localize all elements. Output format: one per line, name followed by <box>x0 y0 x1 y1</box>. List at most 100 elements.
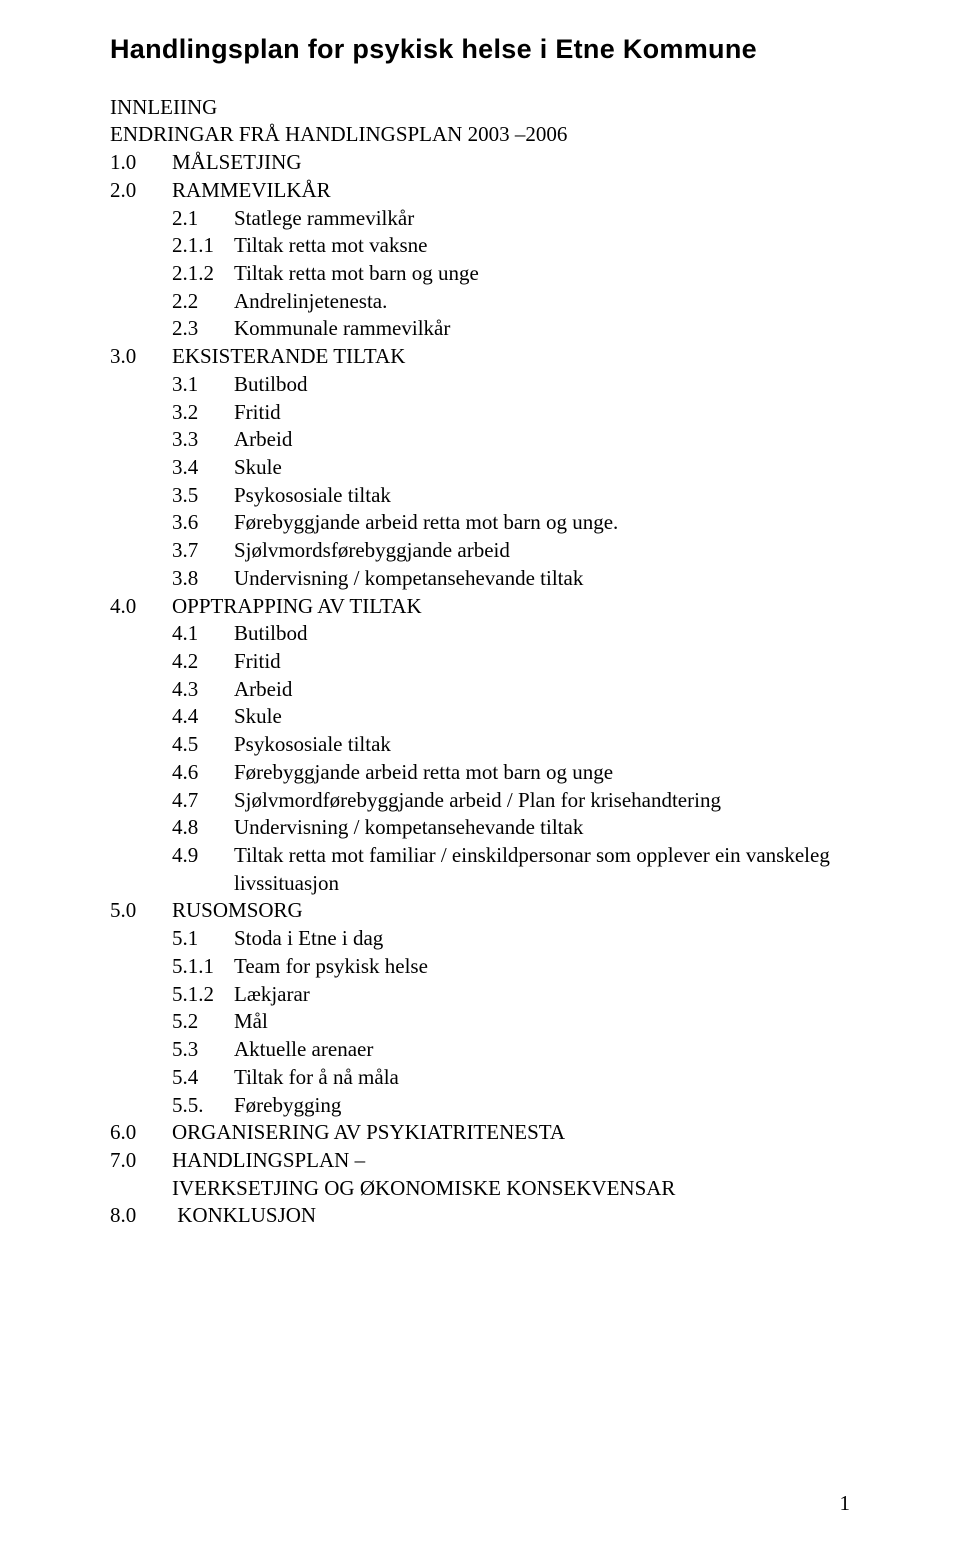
toc-line: 5.0RUSOMSORG <box>110 897 850 925</box>
toc-text: Butilbod <box>234 372 308 396</box>
toc-text: Andrelinjetenesta. <box>234 289 387 313</box>
toc-line: 4.8Undervisning / kompetansehevande tilt… <box>110 814 850 842</box>
toc-text: RAMMEVILKÅR <box>172 178 331 202</box>
toc-number: 2.2 <box>172 288 234 316</box>
toc-line: 4.6Førebyggjande arbeid retta mot barn o… <box>110 759 850 787</box>
toc-number: 4.5 <box>172 731 234 759</box>
toc-text: Sjølvmordsførebyggjande arbeid <box>234 538 510 562</box>
toc-text: Sjølvmordførebyggjande arbeid / Plan for… <box>234 788 721 812</box>
toc-number: 3.5 <box>172 482 234 510</box>
toc-text: Statlege rammevilkår <box>234 206 414 230</box>
toc-text: Psykososiale tiltak <box>234 732 391 756</box>
toc-text: Butilbod <box>234 621 308 645</box>
toc-line: 3.8Undervisning / kompetansehevande tilt… <box>110 565 850 593</box>
toc-number: 4.9 <box>172 842 234 870</box>
toc-number: 2.1.1 <box>172 232 234 260</box>
toc-number: 3.2 <box>172 399 234 427</box>
toc-line: 4.5Psykososiale tiltak <box>110 731 850 759</box>
toc-line: IVERKSETJING OG ØKONOMISKE KONSEKVENSAR <box>110 1175 850 1203</box>
toc-text: KONKLUSJON <box>172 1203 316 1227</box>
toc-number: 3.4 <box>172 454 234 482</box>
toc-line: 5.1.1Team for psykisk helse <box>110 953 850 981</box>
toc-text: Arbeid <box>234 677 292 701</box>
toc-text: Lækjarar <box>234 982 310 1006</box>
toc-number: 3.8 <box>172 565 234 593</box>
toc-line: 4.4Skule <box>110 703 850 731</box>
toc-number: 2.3 <box>172 315 234 343</box>
toc-text: Skule <box>234 455 282 479</box>
toc-text: Team for psykisk helse <box>234 954 428 978</box>
toc-line: 5.4Tiltak for å nå måla <box>110 1064 850 1092</box>
toc-line: 3.4Skule <box>110 454 850 482</box>
toc-line: 5.2Mål <box>110 1008 850 1036</box>
toc-line: 4.0OPPTRAPPING AV TILTAK <box>110 593 850 621</box>
toc-number: 5.5. <box>172 1092 234 1120</box>
toc-line: 4.1Butilbod <box>110 620 850 648</box>
toc-text: Undervisning / kompetansehevande tiltak <box>234 815 583 839</box>
toc-text: ENDRINGAR FRÅ HANDLINGSPLAN 2003 –2006 <box>110 122 567 146</box>
toc-text: Arbeid <box>234 427 292 451</box>
toc-line: 3.1Butilbod <box>110 371 850 399</box>
toc-text: Mål <box>234 1009 268 1033</box>
toc-text: Undervisning / kompetansehevande tiltak <box>234 566 583 590</box>
toc-line: 6.0ORGANISERING AV PSYKIATRITENESTA <box>110 1119 850 1147</box>
toc-number: 2.0 <box>110 177 172 205</box>
toc-number: 4.0 <box>110 593 172 621</box>
toc-text: Tiltak for å nå måla <box>234 1065 399 1089</box>
toc-line: 3.7Sjølvmordsførebyggjande arbeid <box>110 537 850 565</box>
toc-line: 5.1Stoda i Etne i dag <box>110 925 850 953</box>
toc-number: 3.7 <box>172 537 234 565</box>
toc-number: 5.0 <box>110 897 172 925</box>
toc-line: 4.7Sjølvmordførebyggjande arbeid / Plan … <box>110 787 850 815</box>
toc-number: 3.0 <box>110 343 172 371</box>
toc-line: 3.6Førebyggjande arbeid retta mot barn o… <box>110 509 850 537</box>
toc-text: OPPTRAPPING AV TILTAK <box>172 594 422 618</box>
toc-line: 4.2Fritid <box>110 648 850 676</box>
toc-line: 3.5Psykososiale tiltak <box>110 482 850 510</box>
toc-text: Tiltak retta mot vaksne <box>234 233 427 257</box>
toc-line: INNLEIING <box>110 94 850 122</box>
toc-text: Førebyggjande arbeid retta mot barn og u… <box>234 510 618 534</box>
toc-text: Førebyggjande arbeid retta mot barn og u… <box>234 760 613 784</box>
toc-line: 2.0RAMMEVILKÅR <box>110 177 850 205</box>
toc-number: 2.1 <box>172 205 234 233</box>
toc-text: Aktuelle arenaer <box>234 1037 373 1061</box>
toc-number: 5.4 <box>172 1064 234 1092</box>
toc-text: INNLEIING <box>110 95 217 119</box>
toc-number: 2.1.2 <box>172 260 234 288</box>
toc-text: HANDLINGSPLAN – <box>172 1148 365 1172</box>
toc-number: 7.0 <box>110 1147 172 1175</box>
toc-number: 5.1.2 <box>172 981 234 1009</box>
toc-text: IVERKSETJING OG ØKONOMISKE KONSEKVENSAR <box>172 1176 675 1200</box>
toc-text: Kommunale rammevilkår <box>234 316 450 340</box>
toc-text: Stoda i Etne i dag <box>234 926 383 950</box>
toc-line: 1.0MÅLSETJING <box>110 149 850 177</box>
toc-line: 2.2Andrelinjetenesta. <box>110 288 850 316</box>
toc-line: 2.1Statlege rammevilkår <box>110 205 850 233</box>
toc-number: 3.1 <box>172 371 234 399</box>
table-of-contents: INNLEIING ENDRINGAR FRÅ HANDLINGSPLAN 200… <box>110 94 850 1230</box>
toc-text: RUSOMSORG <box>172 898 303 922</box>
toc-text: Tiltak retta mot familiar / einskildpers… <box>234 843 830 867</box>
toc-line: 2.1.2Tiltak retta mot barn og unge <box>110 260 850 288</box>
toc-line: 5.1.2Lækjarar <box>110 981 850 1009</box>
toc-number: 4.4 <box>172 703 234 731</box>
toc-number: 4.7 <box>172 787 234 815</box>
toc-number: 3.6 <box>172 509 234 537</box>
toc-number: 1.0 <box>110 149 172 177</box>
toc-line: 3.0EKSISTERANDE TILTAK <box>110 343 850 371</box>
toc-number: 8.0 <box>110 1202 172 1230</box>
toc-number: 4.2 <box>172 648 234 676</box>
toc-number: 4.6 <box>172 759 234 787</box>
toc-text: EKSISTERANDE TILTAK <box>172 344 405 368</box>
toc-text: Psykososiale tiltak <box>234 483 391 507</box>
toc-line: 3.2Fritid <box>110 399 850 427</box>
toc-line: 2.3Kommunale rammevilkår <box>110 315 850 343</box>
toc-line: 8.0 KONKLUSJON <box>110 1202 850 1230</box>
toc-text: livssituasjon <box>234 871 339 895</box>
toc-line: ENDRINGAR FRÅ HANDLINGSPLAN 2003 –2006 <box>110 121 850 149</box>
document-title: Handlingsplan for psykisk helse i Etne K… <box>110 32 850 68</box>
toc-line: 7.0HANDLINGSPLAN – <box>110 1147 850 1175</box>
toc-text: Fritid <box>234 649 281 673</box>
toc-number: 4.3 <box>172 676 234 704</box>
